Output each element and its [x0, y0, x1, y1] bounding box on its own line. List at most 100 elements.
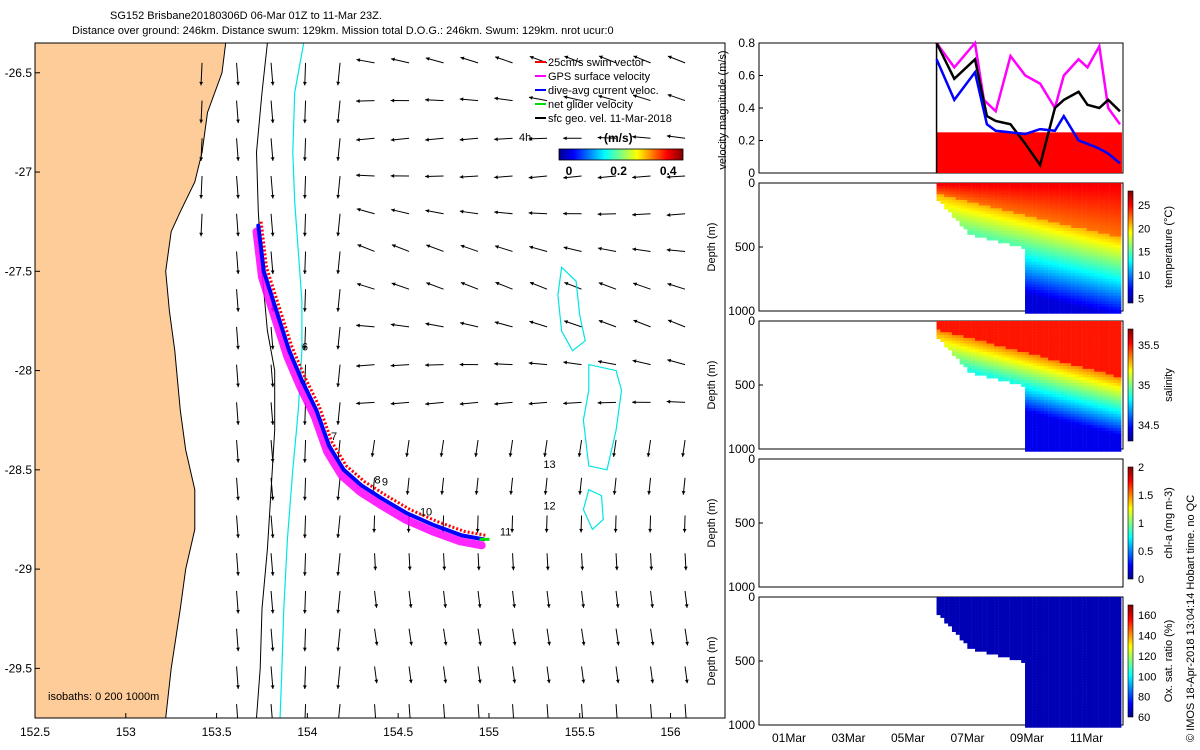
- section-cell: [1005, 636, 1010, 641]
- section-cell: [1036, 332, 1041, 337]
- section-cell: [1113, 444, 1118, 449]
- section-cell: [1005, 360, 1010, 365]
- section-cell: [1025, 284, 1030, 289]
- section-cell: [1105, 213, 1110, 218]
- section-cell: [1040, 343, 1045, 348]
- section-cell: [1055, 188, 1060, 193]
- section-cell: [1048, 374, 1053, 379]
- section-cell: [1101, 630, 1106, 635]
- section-cell: [994, 642, 999, 647]
- section-cell: [944, 202, 949, 207]
- section-cell: [1098, 366, 1103, 371]
- section-cell: [1001, 202, 1006, 207]
- section-cell: [1082, 397, 1087, 402]
- section-cell: [1117, 292, 1122, 297]
- section-cell: [1032, 351, 1037, 356]
- section-cell: [1044, 639, 1049, 644]
- section-cell: [1040, 684, 1045, 689]
- section-cell: [990, 236, 995, 241]
- section-cell: [1036, 256, 1041, 261]
- section-cell: [1109, 619, 1114, 624]
- section-cell: [1044, 304, 1049, 309]
- section-cell: [1098, 202, 1103, 207]
- section-cell: [959, 321, 964, 325]
- geo-vector-arrow: [270, 553, 275, 576]
- section-cell: [1117, 430, 1122, 435]
- section-cell: [1090, 430, 1095, 435]
- section-cell: [1078, 244, 1083, 249]
- geo-vector-arrow: [356, 137, 375, 142]
- section-cell: [982, 211, 987, 216]
- section-cell: [1086, 304, 1091, 309]
- section-cell: [1105, 439, 1110, 444]
- section-cell: [1078, 704, 1083, 709]
- section-cell: [1059, 278, 1064, 283]
- section-cell: [1036, 709, 1041, 714]
- section-cell: [1032, 242, 1037, 247]
- section-cell: [1021, 371, 1026, 376]
- section-cell: [1109, 242, 1114, 247]
- section-cell: [1113, 397, 1118, 402]
- section-cell: [1044, 706, 1049, 711]
- section-cell: [1094, 442, 1099, 447]
- section-cell: [967, 625, 972, 630]
- section-cell: [1086, 605, 1091, 610]
- section-cell: [1071, 681, 1076, 686]
- section-cell: [1105, 687, 1110, 692]
- section-cell: [1021, 340, 1026, 345]
- section-cell: [1082, 675, 1087, 680]
- geo-vector-arrow: [667, 319, 686, 328]
- section-cell: [1082, 377, 1087, 382]
- section-cell: [1005, 343, 1010, 348]
- section-cell: [1028, 718, 1033, 723]
- section-cell: [1040, 256, 1045, 261]
- section-cell: [1028, 625, 1033, 630]
- section-cell: [1055, 444, 1060, 449]
- section-cell: [1109, 689, 1114, 694]
- section-cell: [994, 326, 999, 331]
- section-cell: [1001, 205, 1006, 210]
- section-cell: [1051, 633, 1056, 638]
- section-cell: [998, 354, 1003, 359]
- section-cell: [1109, 351, 1114, 356]
- section-cell: [1082, 208, 1087, 213]
- section-cell: [1032, 250, 1037, 255]
- section-cell: [1021, 230, 1026, 235]
- section-cell: [1105, 225, 1110, 230]
- section-cell: [1075, 647, 1080, 652]
- section-cell: [1113, 219, 1118, 224]
- section-cell: [1036, 371, 1041, 376]
- section-cell: [1078, 360, 1083, 365]
- section-cell: [1040, 377, 1045, 382]
- section-cell: [944, 340, 949, 345]
- section-cell: [1048, 670, 1053, 675]
- section-cell: [1051, 306, 1056, 311]
- section-cell: [1117, 371, 1122, 376]
- section-cell: [1040, 385, 1045, 390]
- section-cell: [1086, 419, 1091, 424]
- section-cell: [1071, 650, 1076, 655]
- section-cell: [1101, 261, 1106, 266]
- section-cell: [963, 329, 968, 334]
- section-cell: [1063, 335, 1068, 340]
- section-cell: [1063, 619, 1068, 624]
- section-cell: [1044, 602, 1049, 607]
- section-cell: [1117, 284, 1122, 289]
- section-cell: [1040, 413, 1045, 418]
- section-cell: [1113, 377, 1118, 382]
- section-cell: [1063, 247, 1068, 252]
- section-cell: [1063, 275, 1068, 280]
- section-cell: [1067, 354, 1072, 359]
- section-cell: [1021, 321, 1026, 325]
- section-cell: [1109, 656, 1114, 661]
- section-cell: [1117, 216, 1122, 221]
- geo-vector-arrow: [477, 666, 482, 684]
- section-cell: [1051, 244, 1056, 249]
- section-cell: [1086, 698, 1091, 703]
- section-cell: [1071, 233, 1076, 238]
- section-cell: [1036, 670, 1041, 675]
- section-cell: [1086, 402, 1091, 407]
- section-cell: [1055, 391, 1060, 396]
- geo-vector-arrow: [236, 440, 240, 463]
- section-cell: [971, 321, 976, 325]
